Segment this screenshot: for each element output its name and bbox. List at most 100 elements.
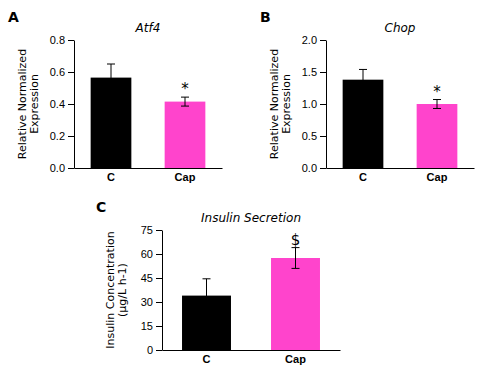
x-axis-line (327, 168, 475, 169)
y-tick-label: 0.4 (50, 98, 65, 110)
y-tick: 2.0 (302, 34, 326, 46)
y-axis-title: Insulin Concentration(µg/L h-1) (104, 231, 129, 348)
error-bar-cap (203, 312, 211, 313)
y-tick: 75 (141, 224, 162, 236)
x-tick: Cap (427, 171, 448, 183)
error-bar-cap (292, 268, 300, 269)
y-tick-mark (156, 350, 162, 351)
x-tick-label: C (359, 171, 367, 183)
error-bar-cap (359, 89, 367, 90)
x-tick: C (203, 353, 211, 365)
y-axis: 0 15 30 45 60 75 (141, 224, 163, 356)
y-tick-label: 0.8 (50, 34, 65, 46)
y-tick-mark (156, 278, 162, 279)
error-bar-cap (107, 91, 115, 92)
y-tick-label: 2.0 (302, 34, 317, 46)
y-tick-label: 1.5 (302, 66, 317, 78)
y-axis-line (74, 41, 75, 169)
annotation: * (181, 80, 189, 98)
error-bar-stem (295, 248, 296, 269)
y-tick-label: 45 (141, 272, 153, 284)
y-tick: 0.2 (50, 130, 74, 142)
y-tick-mark (156, 326, 162, 327)
error-bar-stem (363, 69, 364, 89)
y-tick-mark (68, 40, 74, 41)
y-tick: 0.6 (50, 66, 74, 78)
x-tick: Cap (175, 171, 196, 183)
y-tick: 0.0 (50, 162, 74, 174)
x-tick-label: Cap (427, 171, 448, 183)
y-axis-title: Relative NormalizedExpression (16, 49, 41, 159)
y-tick-mark (320, 136, 326, 137)
error-bar-cap (203, 278, 211, 279)
x-tick-label: C (203, 353, 211, 365)
y-tick-mark (68, 104, 74, 105)
y-tick-label: 15 (141, 320, 153, 332)
y-tick: 0 (147, 344, 162, 356)
y-axis-title: Relative NormalizedExpression (268, 49, 293, 159)
y-tick-mark (320, 104, 326, 105)
panel: 0.0 0.2 0.4 0.6 0.8 C Cap * Atf4 Relative Normali… (8, 9, 223, 183)
x-tick: C (107, 171, 115, 183)
y-tick-mark (68, 168, 74, 169)
y-tick: 1.0 (302, 98, 326, 110)
error-bar-stem (437, 100, 438, 109)
title: Chop (385, 21, 416, 35)
y-axis: 0.0 0.5 1.0 1.5 2.0 (302, 34, 327, 174)
x-tick-label: Cap (175, 171, 196, 183)
title: Insulin Secretion (201, 211, 301, 225)
y-tick-label: 1.0 (302, 98, 317, 110)
y-tick: 0.4 (50, 98, 74, 110)
panel-label: C (96, 199, 106, 215)
annotation: $ (291, 231, 301, 249)
y-tick: 1.5 (302, 66, 326, 78)
y-axis: 0.0 0.2 0.4 0.6 0.8 (50, 34, 75, 174)
x-axis: C Cap (163, 351, 341, 365)
y-tick-mark (320, 40, 326, 41)
plot-area (182, 248, 320, 350)
panel: 0 15 30 45 60 75 C Cap $ Insulin Secretion Insulin… (96, 199, 341, 365)
x-tick-label: Cap (285, 353, 306, 365)
x-axis: C Cap (327, 169, 475, 183)
x-axis-line (163, 350, 341, 351)
bar (91, 78, 132, 168)
y-tick-label: 75 (141, 224, 153, 236)
y-tick: 45 (141, 272, 162, 284)
error-bar-cap (359, 69, 367, 70)
y-axis-line (162, 231, 163, 351)
x-tick: C (359, 171, 367, 183)
x-axis-line (75, 168, 223, 169)
error-bar (181, 97, 189, 106)
plot-area (343, 69, 458, 168)
y-tick-mark (156, 230, 162, 231)
title: Atf4 (135, 21, 161, 35)
error-bar (107, 64, 115, 91)
error-bar (433, 100, 441, 109)
y-tick-label: 60 (141, 248, 153, 260)
y-tick-mark (320, 168, 326, 169)
panel-label: A (8, 9, 19, 25)
bar (417, 104, 458, 168)
y-tick-mark (156, 254, 162, 255)
y-tick-label: 30 (141, 296, 153, 308)
y-tick-label: 0.0 (302, 162, 317, 174)
plot-area (91, 64, 206, 168)
panel-label: B (260, 9, 271, 25)
x-tick: Cap (285, 353, 306, 365)
figure: 0.0 0.2 0.4 0.6 0.8 C Cap * Atf4 Relative Normali… (0, 0, 500, 384)
bar (343, 80, 384, 168)
y-tick-mark (68, 72, 74, 73)
error-bar (203, 279, 211, 313)
y-tick-mark (68, 136, 74, 137)
bar (271, 258, 320, 350)
y-tick: 0.5 (302, 130, 326, 142)
y-axis-line (326, 41, 327, 169)
y-tick-mark (156, 302, 162, 303)
y-tick: 0.0 (302, 162, 326, 174)
x-axis: C Cap (75, 169, 223, 183)
y-tick-label: 0.2 (50, 130, 65, 142)
bar (165, 102, 206, 168)
y-tick-label: 0 (147, 344, 153, 356)
annotation: * (433, 83, 441, 101)
error-bar-cap (181, 106, 189, 107)
